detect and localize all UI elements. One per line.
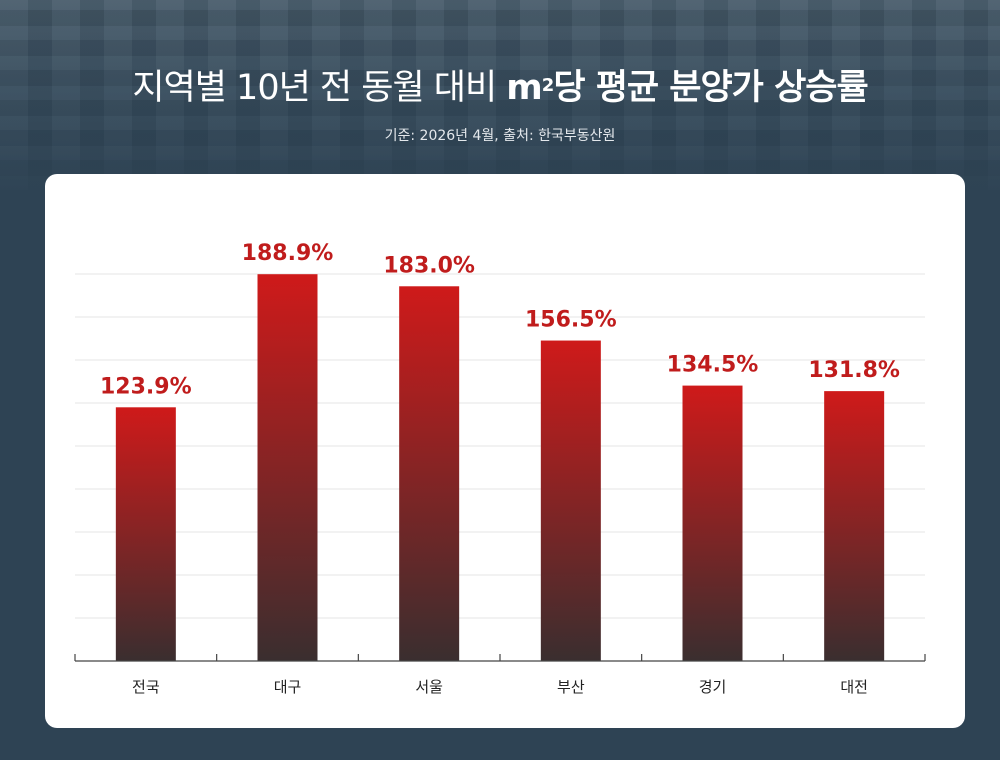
- data-label: 156.5%: [525, 308, 617, 333]
- title-bold-part: 당 평균 분양가 상승률: [553, 68, 868, 108]
- bar-부산: [540, 340, 601, 661]
- chart-card: 123.9% 188.9% 183.0% 156.5% 134.5% 131.8% 전국 대…: [45, 174, 965, 728]
- title-superscript: 2: [541, 75, 554, 96]
- data-label: 188.9%: [242, 241, 334, 266]
- data-label: 131.8%: [808, 358, 900, 383]
- data-label: 134.5%: [667, 353, 759, 378]
- bar-서울: [399, 286, 460, 661]
- title-unit: m: [506, 68, 542, 108]
- background-fade: [0, 0, 1000, 200]
- data-label: 183.0%: [383, 253, 475, 278]
- bar-경기: [682, 385, 743, 661]
- data-label: 123.9%: [100, 374, 192, 399]
- x-tick-label: 서울: [415, 678, 443, 696]
- x-tick-label: 대구: [274, 678, 302, 696]
- bar-대전: [824, 391, 885, 661]
- x-tick-label: 대전: [840, 678, 868, 696]
- x-tick-label: 전국: [132, 678, 160, 696]
- chart-subtitle: 기준: 2026년 4월, 출처: 한국부동산원: [384, 128, 616, 144]
- x-tick-label: 부산: [557, 678, 585, 696]
- x-tick-label: 경기: [699, 678, 727, 696]
- bar-대구: [257, 274, 318, 661]
- bar-chart: 123.9% 188.9% 183.0% 156.5% 134.5% 131.8% 전국 대…: [74, 241, 926, 696]
- bar-전국: [115, 407, 176, 661]
- title-regular-part: 지역별 10년 전 동월 대비: [132, 68, 507, 108]
- chart-title: 지역별 10년 전 동월 대비 m2당 평균 분양가 상승률: [0, 62, 1000, 114]
